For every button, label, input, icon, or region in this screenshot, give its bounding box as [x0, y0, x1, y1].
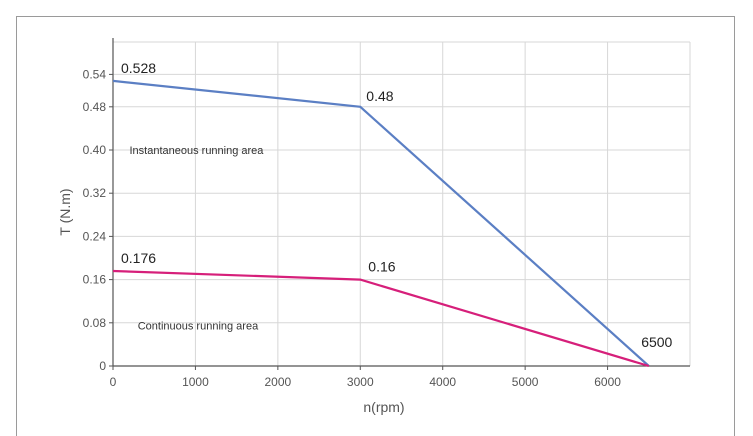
y-tick-label: 0.24	[83, 229, 107, 243]
area-label-continuous: Continuous running area	[138, 321, 259, 333]
area-labels: Instantaneous running area Continuous run…	[129, 145, 264, 333]
x-tick-label: 3000	[347, 375, 374, 389]
area-label-instantaneous: Instantaneous running area	[129, 145, 264, 157]
data-label: 0.528	[121, 60, 156, 76]
y-tick-labels: 0 0.08 0.16 0.24 0.32 0.40 0.48 0.54	[83, 67, 107, 373]
data-label: 0.48	[366, 88, 393, 104]
y-axis-label: T (N.m)	[57, 188, 73, 235]
y-tick-label: 0.48	[83, 100, 107, 114]
y-tick-label: 0.16	[83, 273, 107, 287]
y-tick-label: 0.08	[83, 316, 107, 330]
x-tick-label: 6000	[594, 375, 621, 389]
x-axis-label: n(rpm)	[363, 399, 404, 415]
y-tick-label: 0	[99, 359, 106, 373]
y-tick-label: 0.40	[83, 143, 107, 157]
series-line-instantaneous	[112, 79, 650, 367]
figure-frame	[16, 16, 735, 436]
y-tick-label: 0.32	[83, 186, 107, 200]
data-label: 0.16	[368, 259, 395, 275]
axes	[109, 38, 690, 370]
x-tick-label: 5000	[512, 375, 539, 389]
grid	[113, 41, 691, 366]
y-tick-label: 0.54	[83, 67, 107, 81]
data-labels: 0.528 0.48 0.176 0.16 6500	[121, 60, 673, 350]
data-label: 6500	[641, 334, 672, 350]
x-tick-labels: 0 1000 2000 3000 4000 5000 6000	[110, 375, 622, 389]
series-line-continuous	[112, 269, 650, 368]
x-tick-label: 1000	[182, 375, 209, 389]
x-tick-label: 2000	[265, 375, 292, 389]
x-tick-label: 4000	[429, 375, 456, 389]
series-lines	[112, 79, 650, 368]
data-label: 0.176	[121, 250, 156, 266]
x-tick-label: 0	[110, 375, 117, 389]
